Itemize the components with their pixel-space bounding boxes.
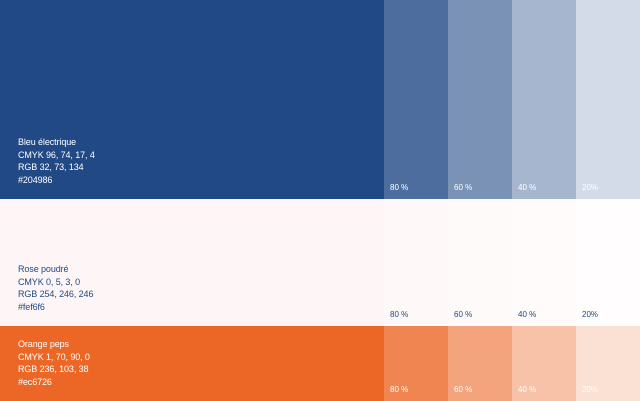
swatch-cmyk: CMYK 0, 5, 3, 0 bbox=[18, 276, 81, 287]
tint-swatch-80: 80 % bbox=[384, 199, 448, 326]
tint-swatch-20: 20% bbox=[576, 326, 640, 401]
tint-label: 60 % bbox=[454, 310, 473, 319]
main-swatch: Rose poudré CMYK 0, 5, 3, 0 RGB 254, 246… bbox=[0, 199, 384, 326]
swatch-rgb: RGB 254, 246, 246 bbox=[18, 289, 94, 300]
main-swatch: Orange peps CMYK 1, 70, 90, 0 RGB 236, 1… bbox=[0, 326, 384, 401]
swatch-cmyk: CMYK 96, 74, 17, 4 bbox=[18, 149, 95, 160]
swatch-hex: #fef6f6 bbox=[18, 301, 45, 312]
swatch-hex: #ec6726 bbox=[18, 376, 52, 387]
swatch-name: Bleu électrique bbox=[18, 137, 77, 148]
tint-swatch-20: 20% bbox=[576, 0, 640, 199]
tint-label: 20% bbox=[582, 183, 599, 192]
tint-label: 60 % bbox=[454, 183, 473, 192]
swatch-rgb: RGB 236, 103, 38 bbox=[18, 364, 89, 375]
tint-swatch-20: 20% bbox=[576, 199, 640, 326]
tint-swatch-40: 40 % bbox=[512, 0, 576, 199]
swatch-info: Rose poudré CMYK 0, 5, 3, 0 RGB 254, 246… bbox=[18, 263, 93, 313]
tint-swatch-60: 60 % bbox=[448, 326, 512, 401]
swatch-hex: #204986 bbox=[18, 174, 53, 185]
swatch-row-bleu-electrique: Bleu électrique CMYK 96, 74, 17, 4 RGB 3… bbox=[0, 0, 640, 199]
swatch-info: Orange peps CMYK 1, 70, 90, 0 RGB 236, 1… bbox=[18, 338, 90, 388]
tint-label: 60 % bbox=[454, 385, 473, 394]
swatch-row-orange-peps: Orange peps CMYK 1, 70, 90, 0 RGB 236, 1… bbox=[0, 326, 640, 401]
tint-label: 40 % bbox=[518, 385, 537, 394]
tint-label: 80 % bbox=[390, 310, 409, 319]
swatch-cmyk: CMYK 1, 70, 90, 0 bbox=[18, 351, 90, 362]
tint-swatch-80: 80 % bbox=[384, 326, 448, 401]
tint-swatch-40: 40 % bbox=[512, 326, 576, 401]
tint-label: 20% bbox=[582, 310, 599, 319]
main-swatch: Bleu électrique CMYK 96, 74, 17, 4 RGB 3… bbox=[0, 0, 384, 199]
tint-swatch-60: 60 % bbox=[448, 0, 512, 199]
tint-label: 40 % bbox=[518, 183, 537, 192]
tint-swatch-40: 40 % bbox=[512, 199, 576, 326]
tint-label: 40 % bbox=[518, 310, 537, 319]
swatch-rgb: RGB 32, 73, 134 bbox=[18, 162, 84, 173]
tint-swatch-80: 80 % bbox=[384, 0, 448, 199]
tint-label: 80 % bbox=[390, 183, 409, 192]
swatch-row-rose-poudre: Rose poudré CMYK 0, 5, 3, 0 RGB 254, 246… bbox=[0, 199, 640, 326]
swatch-name: Rose poudré bbox=[18, 264, 69, 275]
swatch-info: Bleu électrique CMYK 96, 74, 17, 4 RGB 3… bbox=[18, 136, 95, 186]
tint-label: 20% bbox=[582, 385, 599, 394]
tint-swatch-60: 60 % bbox=[448, 199, 512, 326]
swatch-name: Orange peps bbox=[18, 339, 69, 350]
tint-label: 80 % bbox=[390, 385, 409, 394]
